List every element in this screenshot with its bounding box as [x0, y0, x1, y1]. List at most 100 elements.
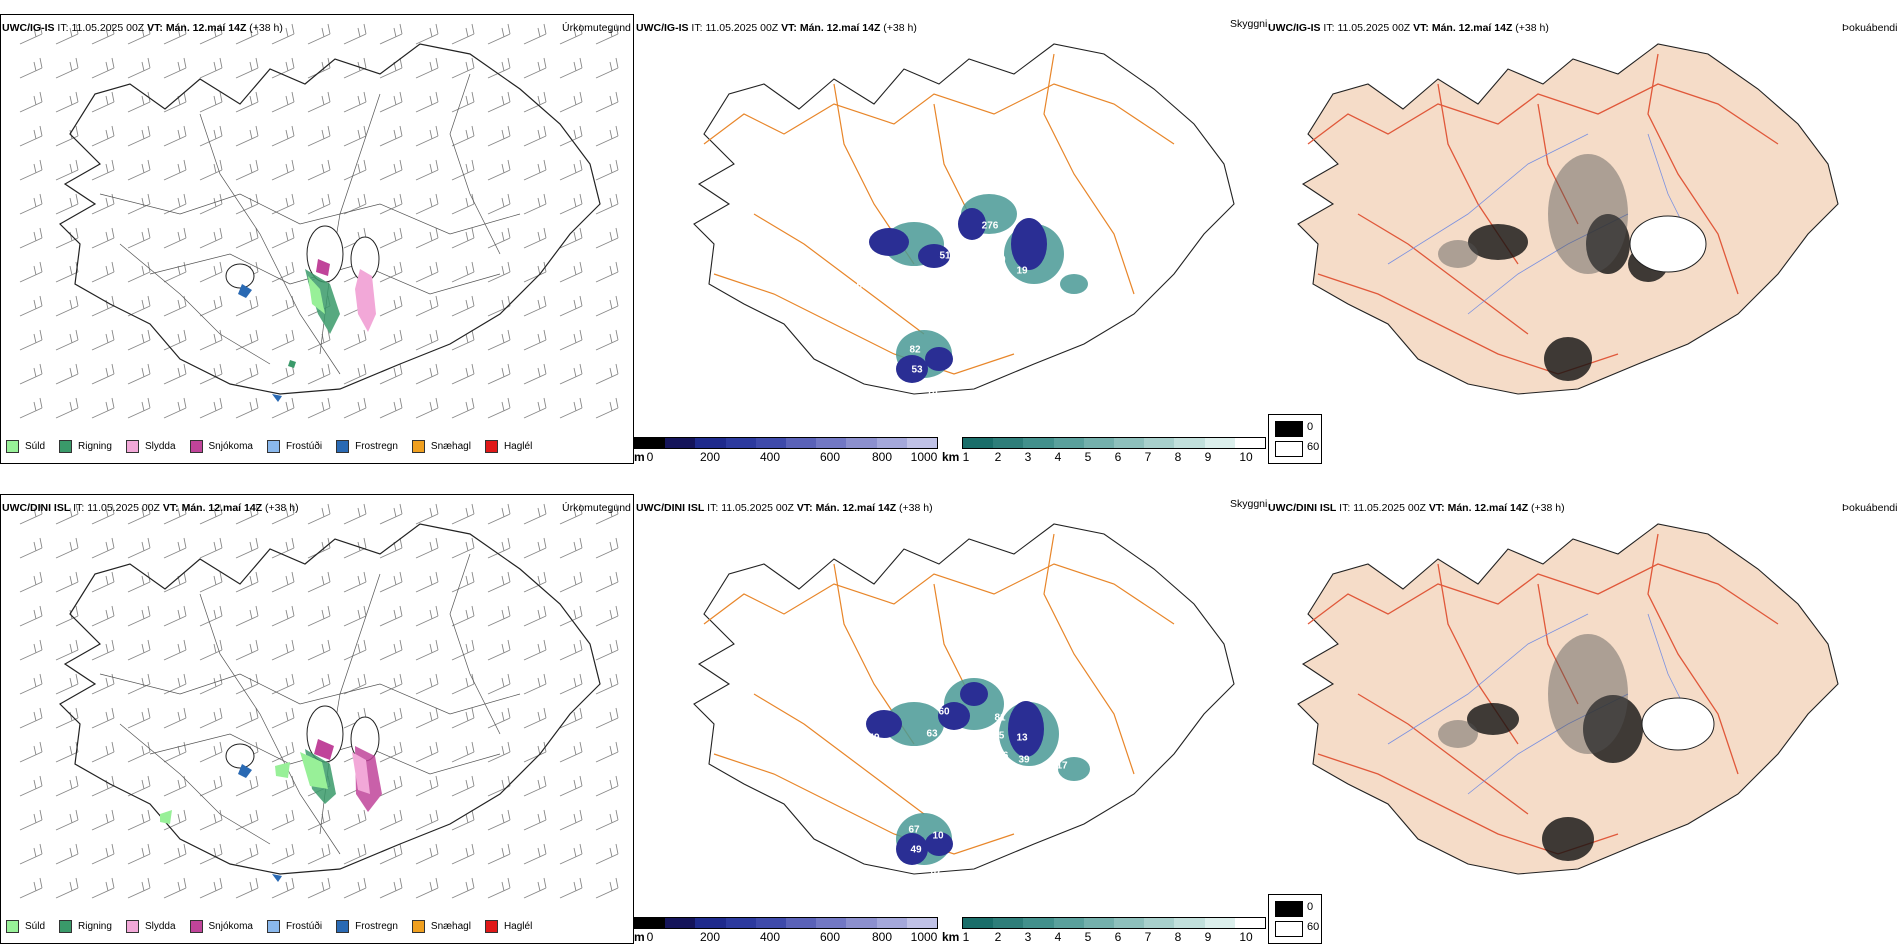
wind-barb — [523, 809, 547, 831]
visibility-title-row1: Skyggni — [1230, 18, 1268, 30]
wind-barb — [595, 91, 619, 113]
legend-item: Snjókoma — [189, 920, 253, 933]
wind-barb — [271, 159, 295, 181]
wind-barb — [379, 741, 403, 763]
tick: 7 — [1144, 930, 1152, 944]
wind-barb — [523, 329, 547, 351]
wind-barb — [235, 639, 259, 661]
wind-barb — [415, 227, 439, 249]
precip-title-row2: Úrkomutegund — [562, 502, 631, 514]
wind-barb — [19, 775, 43, 797]
precip-map-row1 — [19, 23, 619, 419]
wind-barb — [19, 877, 43, 899]
wind-barb — [595, 741, 619, 763]
wind-barb — [307, 57, 331, 79]
wind-barb — [55, 91, 79, 113]
wind-barb — [559, 329, 583, 351]
legend-item: Snæhagl — [411, 440, 471, 453]
wind-barb — [451, 673, 475, 695]
wind-barb — [235, 809, 259, 831]
visibility-panel-row1: 276 51 69 19 50 58 66 128 82 53 55 16 m … — [634, 14, 1268, 464]
wind-barb — [451, 843, 475, 865]
legend-item: Frostúði — [266, 920, 322, 933]
ceiling-label: 82 — [909, 344, 921, 356]
wind-barb — [595, 707, 619, 729]
legend-swatch — [266, 440, 280, 453]
wind-barb — [199, 537, 223, 559]
wind-barb — [595, 605, 619, 627]
wind-barb — [559, 125, 583, 147]
wind-barb — [55, 775, 79, 797]
legend-label: Snæhagl — [430, 921, 471, 932]
wind-barb — [451, 23, 475, 45]
wind-barb — [379, 261, 403, 283]
wind-barb — [91, 261, 115, 283]
tick: 600 — [819, 450, 841, 464]
lead-time: (+38 h) — [883, 22, 917, 34]
wind-barb — [559, 397, 583, 419]
legend-swatch — [125, 440, 139, 453]
wind-barb — [595, 227, 619, 249]
wind-barb — [235, 571, 259, 593]
fog-panel-row1: 0 60 — [1268, 14, 1900, 464]
iceland-outline — [59, 523, 601, 875]
ceiling-colorbar — [634, 917, 938, 929]
tick: 1000 — [910, 930, 938, 944]
lead-time: (+38 h) — [1515, 22, 1549, 34]
wind-barb — [199, 125, 223, 147]
wind-barb — [199, 295, 223, 317]
wind-barb — [91, 741, 115, 763]
wind-barb — [271, 57, 295, 79]
wind-barb — [451, 363, 475, 385]
wind-barb — [19, 639, 43, 661]
legend-label: Súld — [25, 921, 46, 932]
wind-barb — [91, 397, 115, 419]
wind-barb — [343, 159, 367, 181]
wind-barb — [163, 639, 187, 661]
wind-barb — [235, 91, 259, 113]
vt-value: Mán. 12.maí 14Z — [165, 22, 247, 34]
legend-item: Snjókoma — [189, 440, 253, 453]
wind-barb — [343, 363, 367, 385]
it-label: IT: — [57, 22, 69, 34]
visibility-map-row1 — [693, 43, 1235, 395]
wind-barb — [271, 639, 295, 661]
wind-barb — [523, 125, 547, 147]
wind-barb — [127, 295, 151, 317]
ceiling-ticks: 0 200 400 600 800 1000 — [634, 450, 938, 464]
wind-barb — [595, 193, 619, 215]
wind-barb — [451, 295, 475, 317]
wind-barb — [451, 503, 475, 525]
wind-barb — [19, 741, 43, 763]
wind-barb — [379, 125, 403, 147]
tick: 9 — [1204, 930, 1212, 944]
wind-barb — [127, 775, 151, 797]
wind-barb — [487, 23, 511, 45]
wind-barb — [163, 775, 187, 797]
legend-swatch — [336, 440, 350, 453]
wind-barb — [451, 125, 475, 147]
wind-barb — [199, 639, 223, 661]
ceiling-label: 49 — [868, 732, 880, 744]
tick: 2 — [994, 930, 1002, 944]
precip-legend-row1: Súld Rigning Slydda Snjókoma Frostúði Fr… — [6, 440, 532, 453]
fog-legend-row2: 0 60 — [1268, 894, 1322, 944]
wind-barb — [55, 673, 79, 695]
wind-barb — [559, 57, 583, 79]
fog-key-high-label: 0 — [1307, 901, 1314, 913]
wind-barb — [451, 397, 475, 419]
wind-barb — [451, 159, 475, 181]
wind-barb — [523, 843, 547, 865]
precip-header-row2: UWC/DINI ISL IT: 11.05.2025 00Z VT: Mán.… — [2, 502, 299, 514]
wind-barb — [595, 23, 619, 45]
wind-barb — [523, 673, 547, 695]
wind-barb — [91, 605, 115, 627]
wind-barb — [199, 159, 223, 181]
tick: 2 — [994, 450, 1002, 464]
wind-barb — [595, 57, 619, 79]
wind-barb — [271, 329, 295, 351]
wind-barb — [559, 227, 583, 249]
fog-header-row1: UWC/IG-IS IT: 11.05.2025 00Z VT: Mán. 12… — [1268, 22, 1549, 34]
wind-barb — [559, 193, 583, 215]
model-name: UWC/DINI ISL — [2, 502, 71, 514]
